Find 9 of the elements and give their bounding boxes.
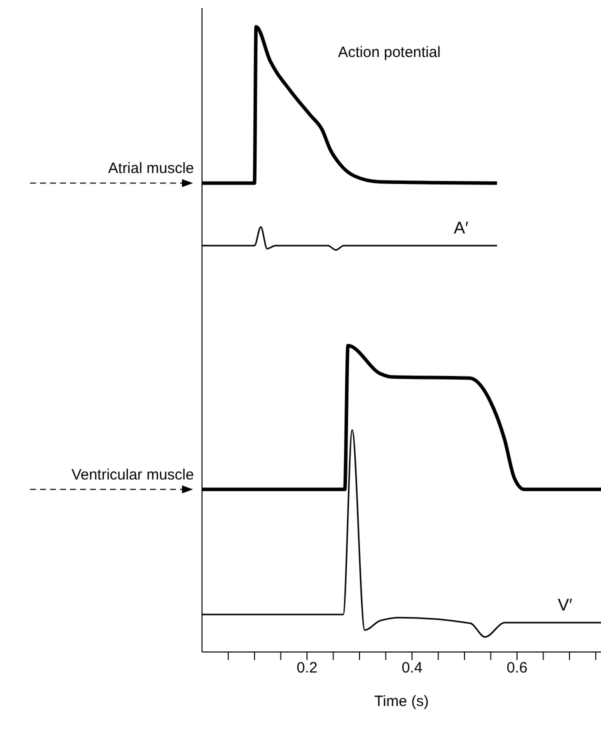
series-label: V′ [558,596,572,615]
x-tick-label: 0.6 [506,660,528,677]
x-tick-label: 0.2 [296,660,318,677]
annotation: Action potential [338,44,441,61]
x-axis-title: Time (s) [374,693,429,710]
x-tick-label: 0.4 [402,660,422,677]
series-label: Atrial muscle [108,160,194,178]
series-label: A′ [454,218,468,238]
series-label: Ventricular muscle [71,466,194,484]
